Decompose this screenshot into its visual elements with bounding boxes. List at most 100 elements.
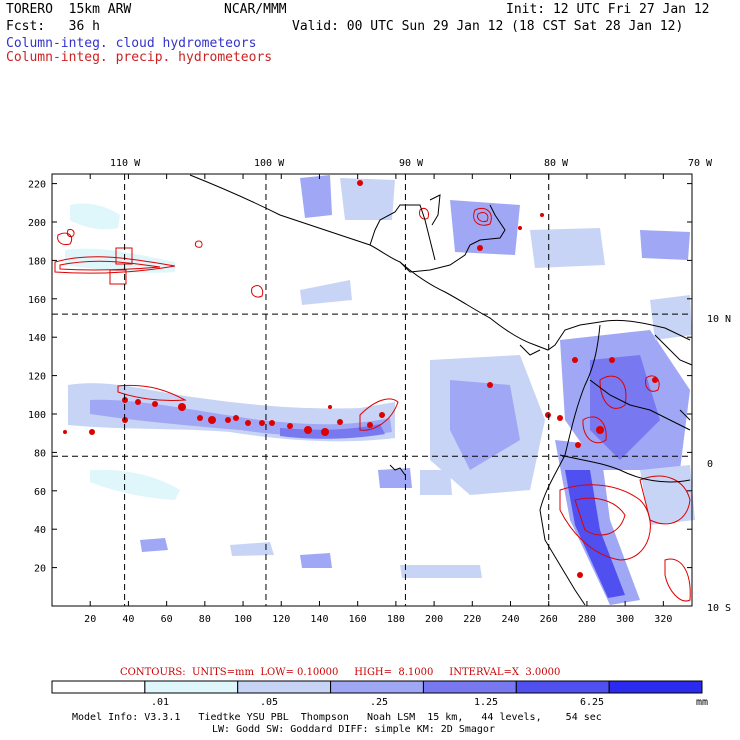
precip-contour — [664, 558, 691, 602]
precip-cell — [337, 419, 343, 425]
lat-label: 10 S — [707, 603, 731, 614]
colorbar-label: 6.25 — [580, 697, 605, 708]
cloud-patch — [450, 200, 520, 255]
cloud-patch — [340, 178, 395, 220]
coastline — [399, 261, 601, 351]
x-tick-label: 300 — [616, 614, 634, 625]
precip-cell — [89, 429, 95, 435]
cloud-patch — [640, 465, 695, 525]
x-tick-label: 40 — [122, 614, 134, 625]
colorbar-swatch — [237, 680, 332, 694]
cloud-patch — [70, 203, 120, 230]
model-info-line2: LW: Godd SW: Goddard DIFF: simple KM: 2D… — [212, 724, 495, 735]
precip-contour — [54, 256, 176, 274]
forecast-hour: Fcst: 36 h — [6, 19, 100, 34]
precip-contour — [66, 229, 75, 238]
x-tick-label: 320 — [654, 614, 672, 625]
precip-contour — [645, 375, 660, 392]
lon-label: 110 W — [110, 158, 141, 169]
precip-contour — [57, 232, 73, 245]
cloud-patch — [378, 468, 412, 488]
y-tick-label: 120 — [28, 372, 46, 383]
lon-label: 100 W — [254, 158, 285, 169]
x-tick-label: 240 — [501, 614, 519, 625]
coastline — [589, 379, 691, 431]
cloud-patch — [300, 280, 352, 305]
precip-cell — [63, 430, 67, 434]
precip-cell — [233, 415, 239, 421]
x-tick-label: 200 — [425, 614, 443, 625]
model-info-line1: Model Info: V3.3.1 Tiedtke YSU PBL Thomp… — [72, 712, 602, 723]
coastline — [559, 454, 691, 483]
precip-contour — [117, 384, 187, 401]
precip-contour — [59, 260, 161, 271]
precip-cell — [321, 428, 329, 436]
x-tick-label: 120 — [272, 614, 290, 625]
colorbar-swatch — [51, 680, 146, 694]
precip-cell — [609, 357, 615, 363]
precip-cell — [572, 357, 578, 363]
precip-contour — [574, 497, 626, 536]
lat-label: 10 N — [707, 314, 731, 325]
lat-label: 0 — [707, 459, 713, 470]
coastline — [369, 204, 436, 261]
precip-cell — [557, 415, 563, 421]
legend-cloud: Column-integ. cloud hydrometeors — [6, 36, 257, 51]
precip-cell — [357, 180, 363, 186]
legend-precip: Column-integ. precip. hydrometeors — [6, 50, 273, 65]
cloud-patch — [300, 175, 332, 218]
x-tick-label: 260 — [540, 614, 558, 625]
x-tick-label: 280 — [578, 614, 596, 625]
coastline — [654, 334, 693, 366]
precip-cell — [487, 382, 493, 388]
precip-contour — [359, 398, 399, 431]
x-tick-label: 100 — [234, 614, 252, 625]
precip-cell — [577, 572, 583, 578]
colorbar-swatch — [608, 680, 703, 694]
precip-contour — [109, 269, 127, 285]
coastline — [189, 174, 506, 273]
cloud-patch — [65, 248, 175, 273]
precip-contour — [115, 247, 133, 265]
cloud-patch — [420, 470, 452, 495]
cloud-patch — [90, 469, 180, 500]
contours-info: CONTOURS: UNITS=mm LOW= 0.10000 HIGH= 8.… — [120, 667, 561, 678]
precip-cell — [379, 412, 385, 418]
axis-tick-labels: 20 40 60 80 100 120 140 160 180 200 220 240 260 280 30… — [28, 180, 672, 625]
precip-cell — [287, 423, 293, 429]
x-tick-label: 160 — [349, 614, 367, 625]
colorbar — [51, 680, 703, 694]
precip-contour — [251, 285, 264, 298]
precip-cell — [477, 245, 483, 251]
cloud-band — [90, 399, 392, 437]
y-tick-label: 100 — [28, 410, 46, 421]
precip-cell — [545, 412, 551, 418]
cloud-patch — [590, 355, 660, 460]
y-tick-label: 60 — [34, 487, 46, 498]
coastline — [679, 409, 691, 421]
lon-label: 90 W — [399, 158, 424, 169]
precip-contour — [639, 475, 691, 525]
precip-cell — [269, 420, 275, 426]
coastline — [599, 319, 691, 341]
x-tick-label: 80 — [199, 614, 211, 625]
precip-cell — [135, 399, 141, 405]
cloud-band — [280, 424, 385, 439]
colorbar-units: mm — [696, 697, 709, 708]
cloud-patch — [230, 542, 274, 556]
precip-cells — [63, 180, 658, 578]
x-tick-label: 60 — [161, 614, 173, 625]
precip-cell — [304, 426, 312, 434]
model-name: TORERO 15km ARW — [6, 2, 132, 17]
precip-cell — [596, 426, 604, 434]
y-tick-label: 220 — [28, 180, 46, 191]
precip-contours — [54, 207, 691, 602]
precip-cell — [178, 403, 186, 411]
lat-lon-grid — [52, 174, 692, 606]
colorbar-label: .05 — [260, 697, 279, 708]
precip-cell — [518, 226, 522, 230]
colorbar-label: .01 — [151, 697, 170, 708]
colorbar-swatch — [422, 680, 517, 694]
y-tick-label: 40 — [34, 525, 46, 536]
y-tick-label: 160 — [28, 295, 46, 306]
